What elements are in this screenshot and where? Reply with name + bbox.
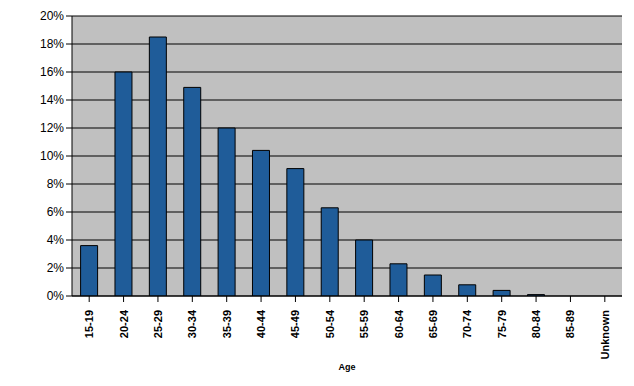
svg-text:Age: Age [338,362,355,372]
svg-text:75-79: 75-79 [496,310,508,338]
svg-text:14%: 14% [40,93,64,107]
svg-text:20-24: 20-24 [118,309,130,338]
svg-text:12%: 12% [40,121,64,135]
svg-text:50-54: 50-54 [324,309,336,338]
svg-text:15-19: 15-19 [83,310,95,338]
svg-text:16%: 16% [40,65,64,79]
svg-text:60-64: 60-64 [393,309,405,338]
svg-text:18%: 18% [40,37,64,51]
svg-text:25-29: 25-29 [152,310,164,338]
svg-text:2%: 2% [47,261,65,275]
svg-text:0%: 0% [47,289,65,303]
svg-text:4%: 4% [47,233,65,247]
svg-text:70-74: 70-74 [461,309,473,338]
svg-text:35-39: 35-39 [221,310,233,338]
svg-text:10%: 10% [40,149,64,163]
svg-text:45-49: 45-49 [289,310,301,338]
svg-text:55-59: 55-59 [358,310,370,338]
svg-text:6%: 6% [47,205,65,219]
svg-text:65-69: 65-69 [427,310,439,338]
svg-text:Unknown: Unknown [599,310,611,360]
svg-text:8%: 8% [47,177,65,191]
svg-text:30-34: 30-34 [186,309,198,338]
svg-text:40-44: 40-44 [255,309,267,338]
svg-text:20%: 20% [40,9,64,23]
svg-text:80-84: 80-84 [530,309,542,338]
svg-text:85-89: 85-89 [564,310,576,338]
